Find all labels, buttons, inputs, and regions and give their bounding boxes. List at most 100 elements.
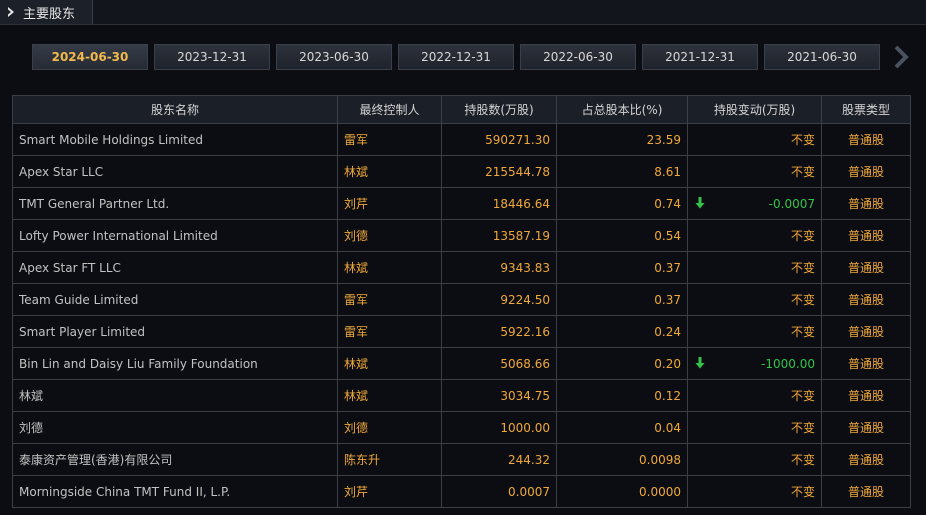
ratio-value-cell: 0.04 [556, 411, 688, 444]
stock-type-cell: 普通股 [821, 187, 911, 220]
controller-name-cell: 雷军 [337, 123, 442, 156]
shares-value: 13587.19 [492, 228, 550, 243]
stock-type: 普通股 [847, 325, 884, 339]
controller-name-cell: 刘德 [337, 411, 442, 444]
controller-name: 刘芹 [344, 197, 369, 211]
change-value-cell: 不变 [687, 379, 822, 412]
table-row[interactable]: 刘德 刘德 1000.00 0.04 不变 普通股 [12, 411, 911, 444]
stock-type: 普通股 [847, 453, 884, 467]
holder-name[interactable]: 林斌 [19, 389, 44, 403]
shares-value: 18446.64 [492, 196, 550, 211]
table-row[interactable]: TMT General Partner Ltd. 刘芹 18446.64 0.74 -0… [12, 187, 911, 220]
holder-name[interactable]: Morningside China TMT Fund II, L.P. [19, 484, 231, 499]
table-header-row: 股东名称 最终控制人 持股数(万股) 占总股本比(%) 持股变动(万股) 股票类… [12, 95, 911, 124]
column-header-change[interactable]: 持股变动(万股) [687, 95, 822, 124]
table-row[interactable]: Smart Mobile Holdings Limited 雷军 590271.30… [12, 123, 911, 156]
shares-value: 5922.16 [500, 324, 550, 339]
shares-value-cell: 1000.00 [441, 411, 557, 444]
stock-type: 普通股 [847, 357, 884, 371]
ratio-value-cell: 0.24 [556, 315, 688, 348]
shares-value: 0.0007 [508, 484, 550, 499]
change-value-cell: 不变 [687, 443, 822, 476]
stock-type-cell: 普通股 [821, 475, 911, 508]
stock-type-cell: 普通股 [821, 347, 911, 380]
controller-name: 刘德 [344, 229, 369, 243]
table-row[interactable]: 泰康资产管理(香港)有限公司 陈东升 244.32 0.0098 不变 普通股 [12, 443, 911, 476]
table-row[interactable]: Team Guide Limited 雷军 9224.50 0.37 不变 普通股 [12, 283, 911, 316]
stock-type: 普通股 [847, 261, 884, 275]
date-tab[interactable]: 2023-06-30 [276, 44, 392, 70]
change-value: 不变 [790, 389, 815, 403]
date-tab[interactable]: 2023-12-31 [154, 44, 270, 70]
holder-name[interactable]: Apex Star FT LLC [19, 260, 121, 275]
header-tab[interactable]: 主要股东 [0, 0, 93, 24]
column-header-holder[interactable]: 股东名称 [12, 95, 338, 124]
table-row[interactable]: Lofty Power International Limited 刘德 13587… [12, 219, 911, 252]
table-row[interactable]: Apex Star LLC 林斌 215544.78 8.61 不变 普通股 [12, 155, 911, 188]
shares-value-cell: 9224.50 [441, 283, 557, 316]
change-value-cell: -1000.00 [687, 347, 822, 380]
controller-name: 雷军 [344, 293, 369, 307]
ratio-value: 0.37 [654, 292, 681, 307]
column-header-controller[interactable]: 最终控制人 [337, 95, 442, 124]
date-tab[interactable]: 2024-06-30 [32, 44, 148, 70]
stock-type-cell: 普通股 [821, 315, 911, 348]
change-value: 不变 [790, 229, 815, 243]
date-tab[interactable]: 2021-12-31 [642, 44, 758, 70]
table-row[interactable]: Apex Star FT LLC 林斌 9343.83 0.37 不变 普通股 [12, 251, 911, 284]
ratio-value: 0.54 [654, 228, 681, 243]
controller-name-cell: 林斌 [337, 251, 442, 284]
ratio-value: 0.0098 [639, 452, 681, 467]
holder-name[interactable]: 泰康资产管理(香港)有限公司 [19, 453, 173, 467]
ratio-value: 0.24 [654, 324, 681, 339]
ratio-value: 0.20 [654, 356, 681, 371]
holder-name[interactable]: Team Guide Limited [19, 292, 139, 307]
next-page-button[interactable] [893, 45, 909, 69]
change-value: 不变 [790, 421, 815, 435]
holder-name[interactable]: Smart Mobile Holdings Limited [19, 132, 203, 147]
table-row[interactable]: Smart Player Limited 雷军 5922.16 0.24 不变 普通股 [12, 315, 911, 348]
holder-name-cell: 泰康资产管理(香港)有限公司 [12, 443, 338, 476]
shares-value: 215544.78 [485, 164, 550, 179]
change-value: -1000.00 [761, 356, 815, 371]
chevron-right-icon [6, 7, 16, 17]
change-value-cell: 不变 [687, 155, 822, 188]
controller-name-cell: 林斌 [337, 379, 442, 412]
holder-name[interactable]: 刘德 [19, 421, 44, 435]
date-tab[interactable]: 2022-12-31 [398, 44, 514, 70]
ratio-value-cell: 0.37 [556, 283, 688, 316]
ratio-value: 0.04 [654, 420, 681, 435]
ratio-value: 0.74 [654, 196, 681, 211]
change-value: 不变 [790, 165, 815, 179]
stock-type-cell: 普通股 [821, 283, 911, 316]
holder-name[interactable]: TMT General Partner Ltd. [19, 196, 170, 211]
column-header-type[interactable]: 股票类型 [821, 95, 911, 124]
holder-name-cell: TMT General Partner Ltd. [12, 187, 338, 220]
shares-value-cell: 13587.19 [441, 219, 557, 252]
column-header-shares[interactable]: 持股数(万股) [441, 95, 557, 124]
ratio-value-cell: 23.59 [556, 123, 688, 156]
shares-value-cell: 5922.16 [441, 315, 557, 348]
date-tab[interactable]: 2021-06-30 [764, 44, 880, 70]
shares-value-cell: 0.0007 [441, 475, 557, 508]
holder-name[interactable]: Bin Lin and Daisy Liu Family Foundation [19, 356, 258, 371]
stock-type: 普通股 [847, 389, 884, 403]
change-value: 不变 [790, 453, 815, 467]
column-header-ratio[interactable]: 占总股本比(%) [556, 95, 688, 124]
holder-name[interactable]: Smart Player Limited [19, 324, 146, 339]
change-value-cell: 不变 [687, 411, 822, 444]
holder-name[interactable]: Lofty Power International Limited [19, 228, 218, 243]
table-row[interactable]: Bin Lin and Daisy Liu Family Foundation 林… [12, 347, 911, 380]
controller-name-cell: 刘芹 [337, 475, 442, 508]
holder-name[interactable]: Apex Star LLC [19, 164, 104, 179]
table-row[interactable]: 林斌 林斌 3034.75 0.12 不变 普通股 [12, 379, 911, 412]
date-tab[interactable]: 2022-06-30 [520, 44, 636, 70]
shares-value-cell: 244.32 [441, 443, 557, 476]
stock-type: 普通股 [847, 133, 884, 147]
table-row[interactable]: Morningside China TMT Fund II, L.P. 刘芹 0.0… [12, 475, 911, 508]
stock-type-cell: 普通股 [821, 155, 911, 188]
shares-value: 3034.75 [500, 388, 550, 403]
ratio-value: 8.61 [654, 164, 681, 179]
stock-type: 普通股 [847, 165, 884, 179]
change-value-cell: 不变 [687, 123, 822, 156]
